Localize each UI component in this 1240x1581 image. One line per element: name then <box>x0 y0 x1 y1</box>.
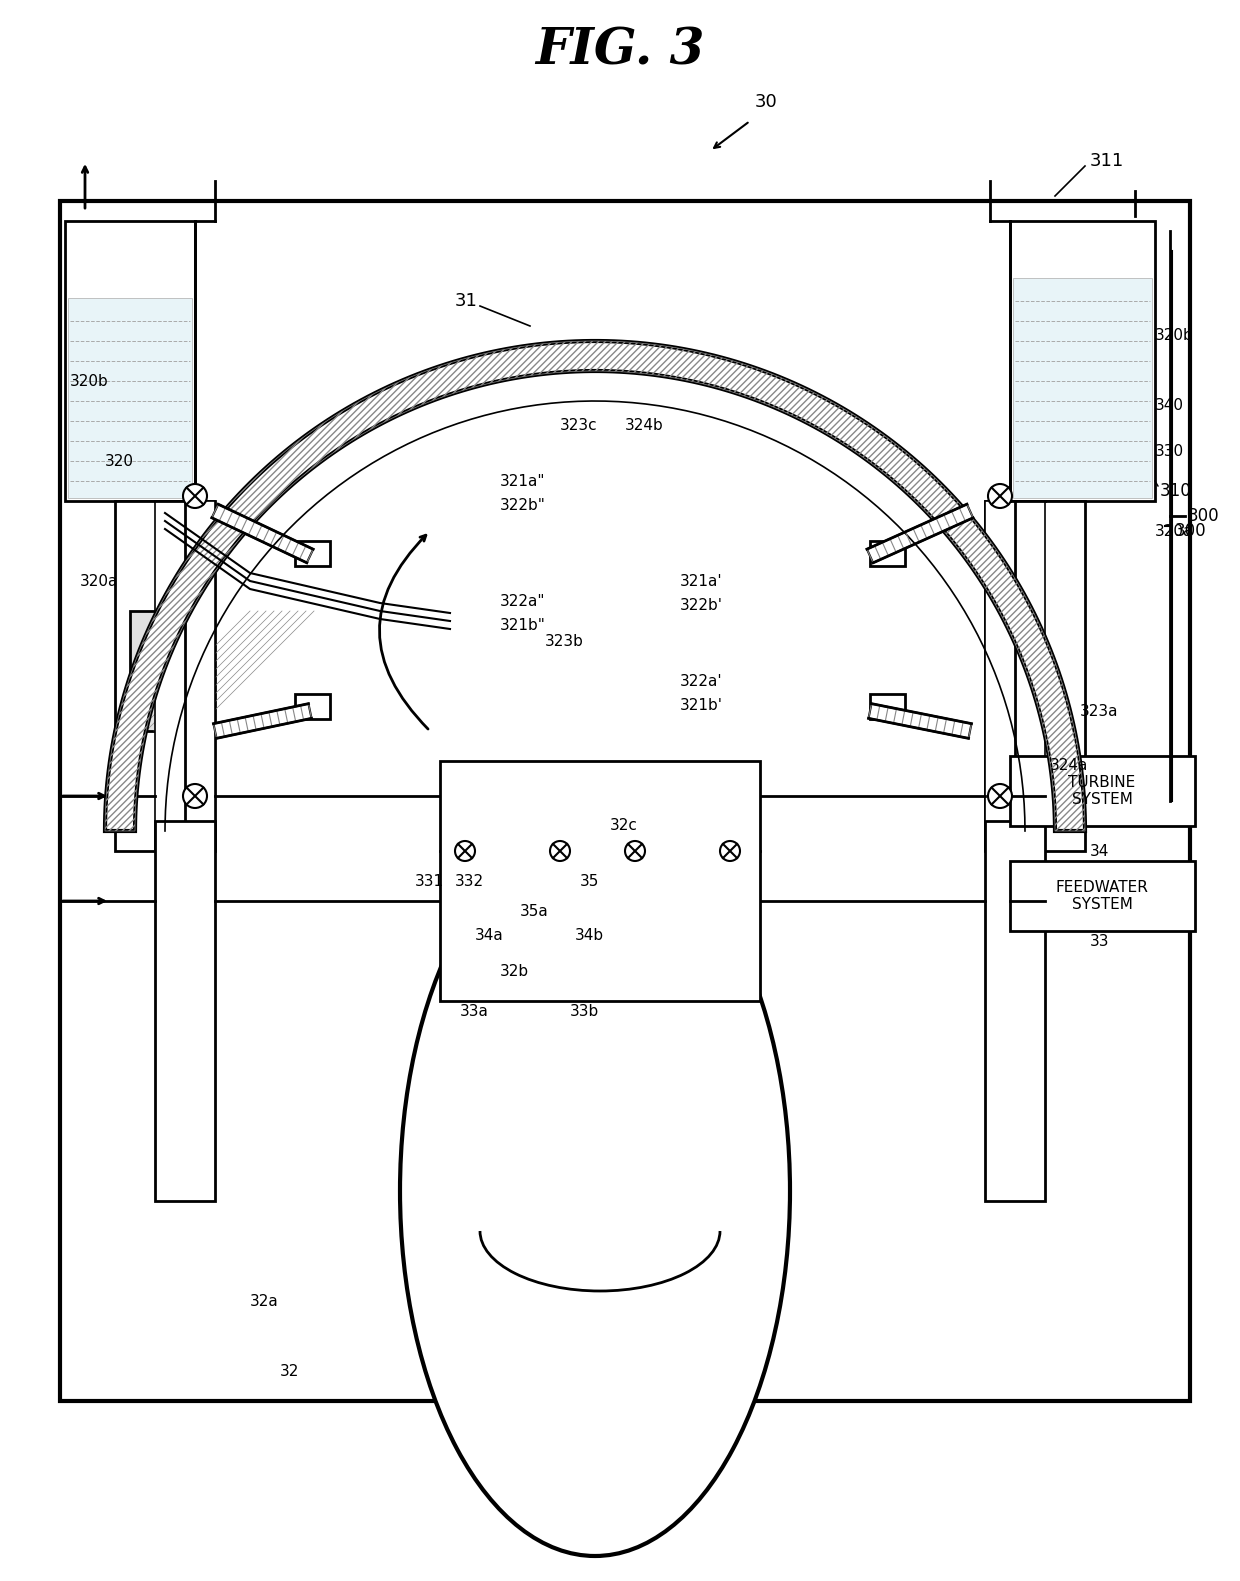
Text: 320b: 320b <box>1154 329 1194 343</box>
Text: 32a: 32a <box>250 1293 279 1309</box>
Text: 32c: 32c <box>610 819 637 833</box>
Polygon shape <box>212 504 314 563</box>
Bar <box>115 501 215 851</box>
Text: 34: 34 <box>1090 844 1110 858</box>
Text: 322a": 322a" <box>500 593 546 609</box>
Bar <box>155 821 215 1202</box>
Bar <box>64 221 195 501</box>
Bar <box>440 760 760 1001</box>
Text: 322b": 322b" <box>500 498 546 514</box>
Text: 324b: 324b <box>625 419 663 433</box>
Text: 321b': 321b' <box>680 699 723 713</box>
Text: 324a: 324a <box>1050 759 1089 773</box>
Polygon shape <box>868 704 971 738</box>
Text: 35: 35 <box>580 873 599 889</box>
Text: 340: 340 <box>1154 398 1184 414</box>
Text: 31: 31 <box>455 292 477 310</box>
Text: 33: 33 <box>1090 933 1110 949</box>
Circle shape <box>551 841 570 862</box>
Bar <box>1011 862 1195 931</box>
Text: 320: 320 <box>105 454 134 468</box>
Bar <box>1011 756 1195 825</box>
Text: 330: 330 <box>1154 444 1184 458</box>
Text: 33b: 33b <box>570 1004 599 1018</box>
Text: 310: 310 <box>1159 482 1192 500</box>
Text: 323a: 323a <box>1080 704 1118 718</box>
Bar <box>295 694 330 719</box>
Text: 320a: 320a <box>81 574 118 588</box>
Bar <box>870 694 905 719</box>
Text: 332: 332 <box>455 873 484 889</box>
Text: 32b: 32b <box>500 963 529 979</box>
Bar <box>68 297 192 498</box>
Bar <box>295 541 330 566</box>
Bar <box>870 541 905 566</box>
Text: 321a': 321a' <box>680 574 723 588</box>
Circle shape <box>455 841 475 862</box>
Text: 35a: 35a <box>520 903 549 919</box>
Text: 323c: 323c <box>560 419 598 433</box>
Circle shape <box>988 784 1012 808</box>
Bar <box>60 201 1190 1401</box>
Bar <box>985 821 1045 1202</box>
Text: 300: 300 <box>1188 508 1220 525</box>
Text: 321b": 321b" <box>500 618 546 634</box>
Text: FEEDWATER
SYSTEM: FEEDWATER SYSTEM <box>1055 879 1148 912</box>
Text: 300: 300 <box>1176 522 1207 541</box>
Text: 320a: 320a <box>1154 523 1193 539</box>
Text: 320b: 320b <box>69 373 109 389</box>
Text: 322b': 322b' <box>680 599 723 613</box>
Bar <box>985 501 1045 851</box>
Bar <box>529 1190 660 1322</box>
Text: 34b: 34b <box>575 928 604 944</box>
Text: 311: 311 <box>1090 152 1125 171</box>
Text: 34a: 34a <box>475 928 503 944</box>
Polygon shape <box>867 504 973 563</box>
Circle shape <box>988 484 1012 508</box>
Bar <box>455 892 585 991</box>
Text: 322a': 322a' <box>680 674 723 688</box>
Bar <box>480 811 720 1232</box>
Bar <box>130 610 200 730</box>
Polygon shape <box>105 341 1085 832</box>
Text: TURBINE
SYSTEM: TURBINE SYSTEM <box>1069 775 1136 808</box>
Bar <box>985 501 1085 851</box>
Text: 30: 30 <box>755 93 777 111</box>
Bar <box>1011 221 1154 501</box>
Circle shape <box>625 841 645 862</box>
Text: 331: 331 <box>415 873 444 889</box>
Text: 323b: 323b <box>546 634 584 648</box>
Text: FIG. 3: FIG. 3 <box>536 27 704 76</box>
Polygon shape <box>213 704 311 738</box>
Text: 321a": 321a" <box>500 473 546 489</box>
Bar <box>155 501 215 851</box>
Circle shape <box>184 484 207 508</box>
Text: 32: 32 <box>280 1363 299 1379</box>
Circle shape <box>720 841 740 862</box>
Text: 33a: 33a <box>460 1004 489 1018</box>
Bar <box>615 892 745 991</box>
Ellipse shape <box>401 825 790 1556</box>
Circle shape <box>184 784 207 808</box>
Bar <box>1013 278 1152 498</box>
